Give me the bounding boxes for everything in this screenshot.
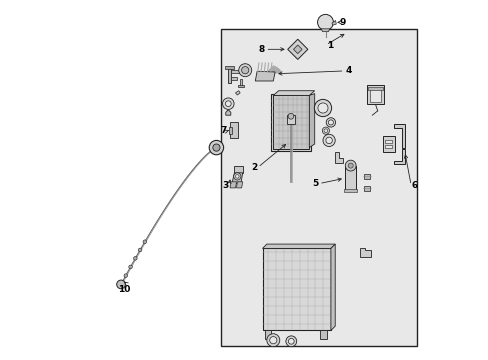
Polygon shape <box>335 152 343 163</box>
Polygon shape <box>236 182 242 188</box>
Polygon shape <box>271 94 310 151</box>
Circle shape <box>314 99 331 117</box>
Bar <box>230 70 238 73</box>
Text: 10: 10 <box>118 285 130 294</box>
Circle shape <box>322 134 335 147</box>
Polygon shape <box>262 244 335 248</box>
Text: 7: 7 <box>221 126 227 135</box>
Polygon shape <box>235 91 240 95</box>
Polygon shape <box>234 166 242 173</box>
Circle shape <box>325 118 335 127</box>
Bar <box>384 140 391 143</box>
Polygon shape <box>264 330 271 339</box>
Circle shape <box>324 129 327 132</box>
Polygon shape <box>238 85 244 87</box>
Polygon shape <box>228 68 230 83</box>
Circle shape <box>225 101 231 107</box>
Circle shape <box>128 265 132 269</box>
Polygon shape <box>231 173 242 184</box>
Polygon shape <box>239 79 241 86</box>
Polygon shape <box>309 94 314 148</box>
Circle shape <box>288 338 294 344</box>
Polygon shape <box>230 122 238 138</box>
Circle shape <box>138 248 142 252</box>
Circle shape <box>133 257 137 260</box>
Polygon shape <box>286 115 295 124</box>
Polygon shape <box>363 186 369 191</box>
Text: 5: 5 <box>311 179 318 188</box>
Bar <box>344 189 356 192</box>
Circle shape <box>317 14 333 30</box>
Polygon shape <box>230 182 236 188</box>
Circle shape <box>285 336 296 347</box>
Circle shape <box>222 98 234 109</box>
Polygon shape <box>228 127 231 134</box>
Circle shape <box>269 337 276 344</box>
Text: 4: 4 <box>345 66 351 75</box>
Bar <box>367 87 383 90</box>
Circle shape <box>347 163 352 168</box>
Text: 8: 8 <box>258 45 264 54</box>
Polygon shape <box>293 45 302 54</box>
Polygon shape <box>393 124 404 148</box>
Polygon shape <box>287 39 307 59</box>
Text: 3: 3 <box>222 181 228 190</box>
Polygon shape <box>224 66 234 69</box>
Circle shape <box>117 280 125 289</box>
Polygon shape <box>345 166 355 191</box>
Circle shape <box>212 144 220 151</box>
Circle shape <box>266 334 279 347</box>
Text: 9: 9 <box>339 18 346 27</box>
Polygon shape <box>330 244 335 330</box>
Polygon shape <box>255 71 275 81</box>
Polygon shape <box>359 248 370 257</box>
Polygon shape <box>321 29 329 32</box>
Circle shape <box>287 113 293 119</box>
Circle shape <box>322 127 329 134</box>
Circle shape <box>124 274 127 277</box>
Circle shape <box>345 160 355 171</box>
Circle shape <box>328 120 333 125</box>
Circle shape <box>317 103 327 113</box>
Circle shape <box>235 175 239 178</box>
Bar <box>384 145 391 148</box>
Polygon shape <box>273 95 309 149</box>
Polygon shape <box>320 330 326 339</box>
Text: 6: 6 <box>411 181 417 190</box>
Circle shape <box>209 140 223 155</box>
Circle shape <box>325 137 332 144</box>
Circle shape <box>143 240 146 243</box>
Bar <box>382 136 394 152</box>
Bar <box>221 29 416 346</box>
Circle shape <box>238 64 251 77</box>
Polygon shape <box>225 110 230 115</box>
Polygon shape <box>273 91 314 95</box>
Circle shape <box>241 67 248 74</box>
Circle shape <box>233 173 241 180</box>
Bar <box>369 88 380 102</box>
Polygon shape <box>393 149 404 164</box>
Polygon shape <box>262 248 330 330</box>
Polygon shape <box>363 174 369 179</box>
Text: 1: 1 <box>326 40 332 49</box>
Polygon shape <box>331 21 336 25</box>
Text: 2: 2 <box>250 163 257 172</box>
Bar <box>230 77 236 80</box>
Bar <box>366 85 384 104</box>
